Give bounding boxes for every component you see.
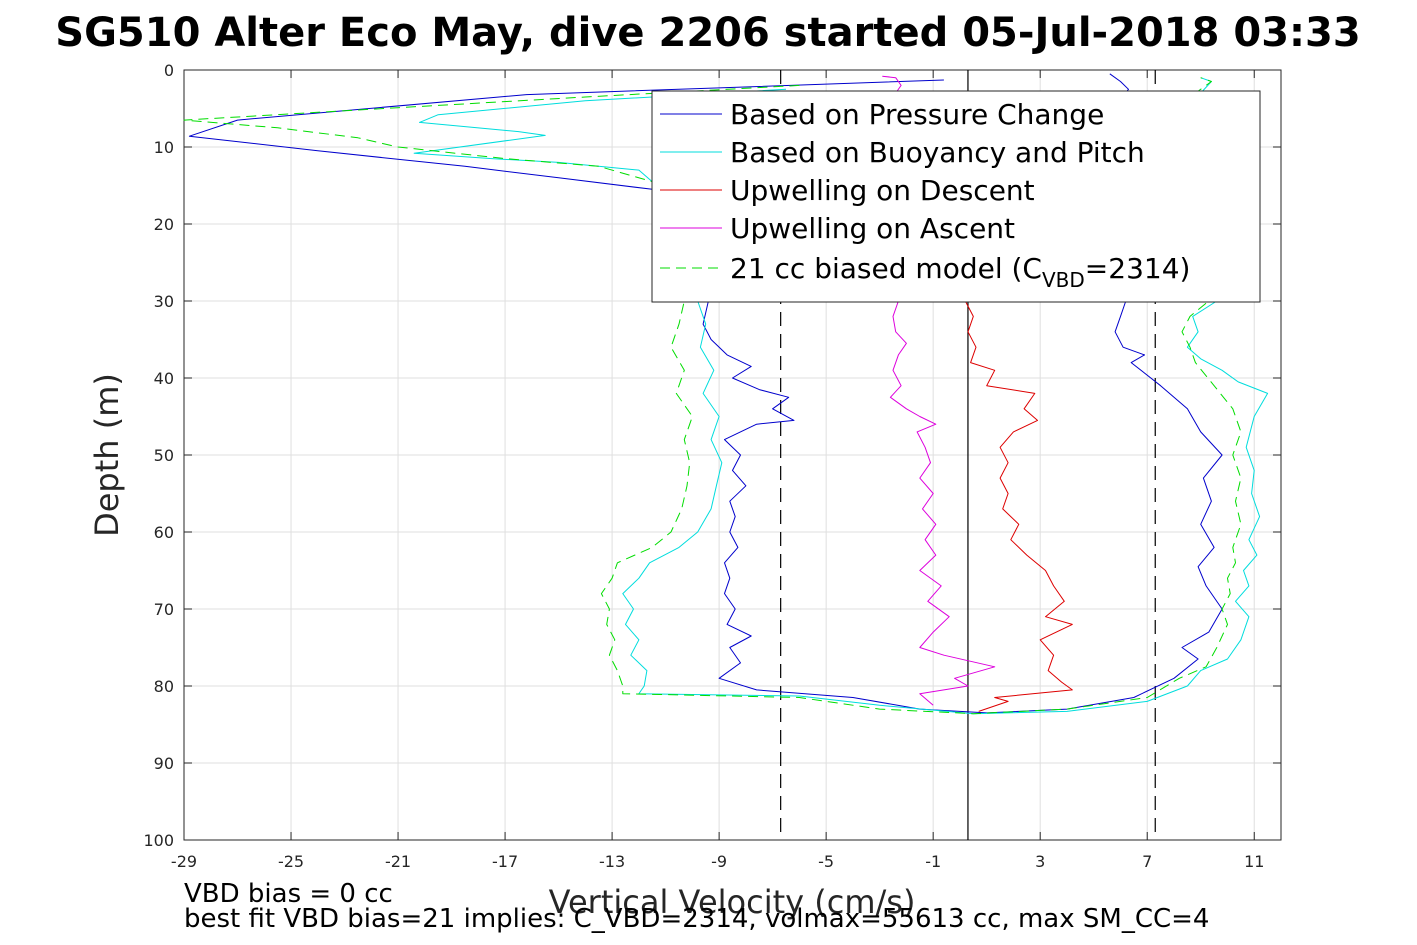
legend-label-buoyancy: Based on Buoyancy and Pitch bbox=[730, 136, 1145, 169]
y-tick-label: 10 bbox=[154, 138, 174, 157]
y-tick-label: 0 bbox=[164, 61, 174, 80]
legend-box bbox=[651, 90, 1261, 303]
x-tick-label: -13 bbox=[599, 852, 625, 871]
legend-label-model: 21 cc biased model (CVBD=2314) bbox=[730, 252, 1190, 292]
x-tick-label: -1 bbox=[925, 852, 941, 871]
y-tick-label: 60 bbox=[154, 523, 174, 542]
x-tick-label: -25 bbox=[278, 852, 304, 871]
upwelling-descent-line bbox=[892, 131, 1073, 712]
y-tick-label: 40 bbox=[154, 369, 174, 388]
legend-label-ascent: Upwelling on Ascent bbox=[730, 212, 1015, 245]
chart-title: SG510 Alter Eco May, dive 2206 started 0… bbox=[55, 10, 1360, 56]
y-tick-label: 30 bbox=[154, 292, 174, 311]
x-tick-label: 7 bbox=[1142, 852, 1152, 871]
y-axis-label: Depth (m) bbox=[88, 373, 126, 537]
y-tick-label: 80 bbox=[154, 677, 174, 696]
y-tick-label: 90 bbox=[154, 754, 174, 773]
x-tick-label: -21 bbox=[385, 852, 411, 871]
y-tick-label: 70 bbox=[154, 600, 174, 619]
y-tick-label: 50 bbox=[154, 446, 174, 465]
x-tick-label: 11 bbox=[1244, 852, 1264, 871]
biased-model-line bbox=[183, 77, 1242, 715]
footnote-best-fit: best fit VBD bias=21 implies: C_VBD=2314… bbox=[184, 904, 1209, 934]
x-tick-label: -29 bbox=[171, 852, 197, 871]
legend-model-suffix: =2314) bbox=[1085, 252, 1191, 285]
x-tick-label: -9 bbox=[711, 852, 727, 871]
y-axis-ticks: 0 10 20 30 40 50 60 70 80 90 100 bbox=[143, 61, 1281, 850]
x-tick-label: 3 bbox=[1035, 852, 1045, 871]
legend-label-descent: Upwelling on Descent bbox=[730, 174, 1035, 207]
pressure-change-line bbox=[188, 73, 1223, 714]
x-axis-label: Vertical Velocity (cm/s) bbox=[549, 883, 916, 921]
y-tick-label: 100 bbox=[143, 831, 174, 850]
x-axis-ticks: -29 -25 -21 -17 -13 -9 -5 -1 3 7 11 bbox=[171, 70, 1264, 871]
x-tick-label: -17 bbox=[492, 852, 518, 871]
legend-model-prefix: 21 cc biased model (C bbox=[730, 252, 1042, 285]
x-tick-label: -5 bbox=[818, 852, 834, 871]
buoyancy-pitch-line bbox=[413, 77, 1269, 715]
legend: Based on Pressure Change Based on Buoyan… bbox=[651, 90, 1261, 303]
y-tick-label: 20 bbox=[154, 215, 174, 234]
footnote-vbd-bias: VBD bias = 0 cc bbox=[184, 879, 393, 909]
legend-label-pressure: Based on Pressure Change bbox=[730, 98, 1104, 131]
legend-model-subscript: VBD bbox=[1042, 268, 1085, 292]
